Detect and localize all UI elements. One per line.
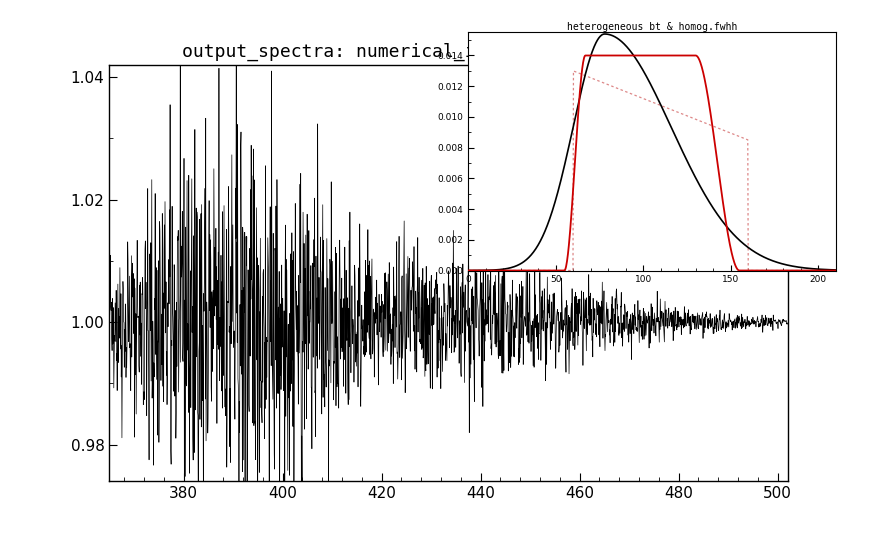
Title: heterogeneous bt & homog.fwhh: heterogeneous bt & homog.fwhh [567, 22, 737, 32]
Title: output_spectra: numerical_integration / convolved: output_spectra: numerical_integration / … [182, 43, 715, 61]
